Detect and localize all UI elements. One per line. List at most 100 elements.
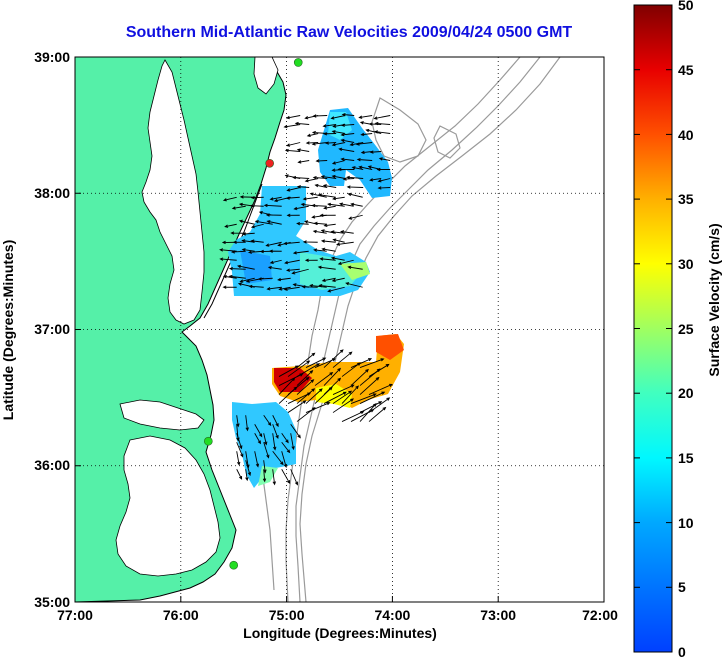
velocity-arrow [314, 183, 328, 188]
velocity-arrow [340, 157, 355, 161]
velocity-arrow [301, 285, 318, 289]
x-tick-label: 75:00 [269, 607, 305, 623]
velocity-arrow [254, 451, 260, 468]
velocity-patch-delmarva-mid [300, 252, 362, 290]
velocity-arrow [231, 205, 246, 210]
chesapeake-bay [141, 59, 205, 325]
velocity-arrow [314, 371, 334, 386]
velocity-arrow [332, 196, 345, 201]
velocity-arrow [230, 231, 246, 235]
velocity-arrow [283, 241, 300, 246]
radar-station-marker [293, 58, 303, 67]
velocity-arrow [238, 219, 255, 225]
velocity-arrow [305, 402, 331, 413]
velocity-arrow [284, 148, 301, 153]
velocity-arrow [332, 398, 354, 413]
velocity-arrow [350, 409, 375, 422]
y-tick-label: 37:00 [34, 321, 70, 337]
velocity-arrow [231, 250, 246, 254]
velocity-arrow [232, 240, 246, 244]
velocity-arrow [360, 132, 373, 137]
velocity-arrow [324, 141, 337, 145]
delaware-bay [253, 57, 279, 95]
velocity-arrow [337, 259, 354, 266]
velocity-arrow [228, 266, 246, 271]
velocity-arrow [378, 157, 391, 161]
velocity-arrow [320, 175, 337, 179]
velocity-arrow [311, 142, 328, 146]
velocity-arrow [281, 432, 289, 444]
velocity-arrow [266, 220, 282, 225]
velocity-arrow [297, 160, 310, 164]
velocity-arrow [320, 239, 336, 243]
velocity-arrow [359, 391, 386, 404]
velocity-arrow [241, 232, 255, 236]
x-tick-label: 77:00 [57, 607, 93, 623]
velocity-arrow [339, 202, 354, 207]
velocity-arrow [323, 391, 347, 404]
velocity-arrow [296, 352, 316, 368]
radar-station-marker [229, 560, 238, 570]
velocity-arrow [330, 230, 345, 234]
velocity-arrow [265, 241, 282, 247]
x-axis-label: Longitude (Degrees:Minutes) [243, 625, 437, 641]
velocity-arrow [286, 142, 301, 147]
velocity-arrow [263, 414, 272, 427]
velocity-arrow [350, 368, 369, 386]
velocity-arrow [263, 203, 282, 208]
velocity-arrow [305, 388, 323, 404]
velocity-arrow [332, 390, 353, 404]
velocity-arrow [319, 257, 336, 261]
velocity-arrow [296, 379, 315, 395]
velocity-arrow [272, 415, 279, 428]
velocity-arrow [376, 167, 391, 172]
colorbar-tick-label: 25 [678, 321, 694, 337]
velocity-arrow [250, 195, 264, 200]
velocity-vectors [219, 113, 393, 486]
colorbar-tick-label: 50 [678, 0, 694, 13]
velocity-arrow [287, 360, 311, 377]
velocity-arrow [269, 259, 282, 264]
velocity-arrow [346, 175, 364, 180]
pamlico-sound [115, 435, 221, 577]
velocity-arrow [341, 362, 361, 377]
velocity-arrow [254, 220, 273, 225]
x-tick-label: 73:00 [480, 607, 516, 623]
velocity-patch-delmarva-edge [340, 262, 370, 280]
velocity-arrow [236, 433, 243, 450]
velocity-arrow [249, 204, 264, 208]
velocity-arrow [313, 248, 327, 252]
velocity-arrow [318, 283, 336, 288]
velocity-arrow [281, 441, 291, 454]
velocity-arrow [278, 377, 296, 395]
velocity-arrow [224, 223, 237, 228]
velocity-arrow [294, 121, 310, 126]
velocity-arrow [248, 284, 264, 289]
velocity-arrow [281, 469, 291, 484]
velocity-arrow [355, 142, 373, 146]
velocity-arrow [296, 148, 310, 152]
velocity-arrow [312, 114, 328, 118]
velocity-arrow [323, 132, 337, 136]
velocity-arrow [285, 115, 301, 120]
velocity-arrow [237, 264, 255, 270]
colorbar-tick-label: 35 [678, 191, 694, 207]
velocity-arrow [236, 451, 241, 466]
colorbar-ticks [634, 4, 672, 653]
velocity-arrow [262, 469, 267, 483]
velocity-arrow [351, 166, 364, 170]
velocity-arrow [340, 138, 355, 143]
velocity-arrow [337, 167, 355, 172]
velocity-arrow [331, 130, 346, 134]
velocity-arrow [317, 265, 336, 270]
velocity-arrow [330, 256, 345, 261]
velocity-arrow [269, 196, 282, 201]
velocity-arrow [359, 403, 377, 422]
velocity-arrow [331, 160, 346, 165]
velocity-arrow [350, 358, 373, 368]
colorbar-tick-label: 0 [678, 644, 686, 659]
velocity-arrow [257, 277, 273, 281]
velocity-arrow [290, 469, 299, 486]
velocity-arrow [309, 283, 327, 288]
velocity-arrow [296, 388, 316, 404]
